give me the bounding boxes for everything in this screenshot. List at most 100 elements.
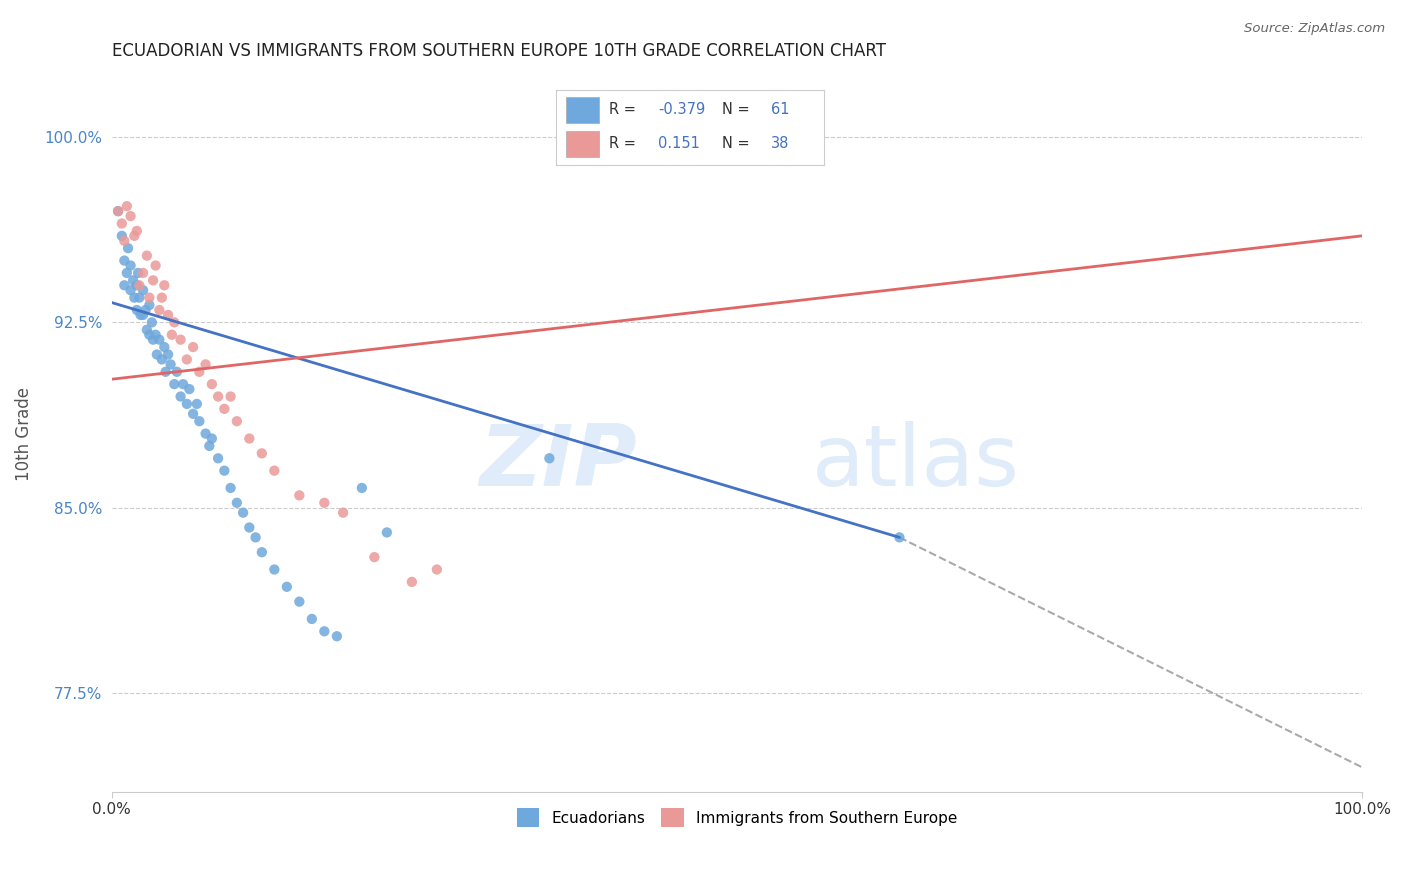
Point bbox=[401, 574, 423, 589]
Point bbox=[176, 397, 198, 411]
Point bbox=[159, 357, 181, 371]
Text: ZIP: ZIP bbox=[479, 421, 637, 504]
Point bbox=[263, 562, 285, 576]
Point bbox=[219, 481, 242, 495]
Point bbox=[181, 407, 204, 421]
Point bbox=[135, 323, 157, 337]
Point bbox=[157, 347, 180, 361]
Point bbox=[194, 426, 217, 441]
Point bbox=[375, 525, 398, 540]
Point bbox=[426, 562, 449, 576]
Point bbox=[314, 624, 336, 639]
Point bbox=[135, 303, 157, 318]
Point bbox=[150, 352, 173, 367]
Point bbox=[124, 291, 146, 305]
Point bbox=[115, 199, 138, 213]
Point bbox=[166, 365, 188, 379]
Point bbox=[153, 278, 176, 293]
Point bbox=[148, 303, 170, 318]
Text: ECUADORIAN VS IMMIGRANTS FROM SOUTHERN EUROPE 10TH GRADE CORRELATION CHART: ECUADORIAN VS IMMIGRANTS FROM SOUTHERN E… bbox=[112, 42, 886, 60]
Point bbox=[132, 266, 155, 280]
Point bbox=[169, 390, 191, 404]
Point bbox=[263, 464, 285, 478]
Point bbox=[127, 266, 149, 280]
Point bbox=[120, 209, 142, 223]
Point bbox=[232, 506, 254, 520]
Point bbox=[138, 327, 160, 342]
Text: Source: ZipAtlas.com: Source: ZipAtlas.com bbox=[1244, 22, 1385, 36]
Point bbox=[201, 432, 224, 446]
Point bbox=[112, 278, 135, 293]
Point bbox=[214, 401, 236, 416]
Y-axis label: 10th Grade: 10th Grade bbox=[15, 386, 32, 481]
Point bbox=[163, 377, 186, 392]
Point bbox=[107, 204, 129, 219]
Point bbox=[225, 496, 247, 510]
Point bbox=[160, 327, 183, 342]
Point bbox=[148, 333, 170, 347]
Point bbox=[198, 439, 221, 453]
Point bbox=[172, 377, 194, 392]
Point bbox=[288, 594, 311, 608]
Point bbox=[157, 308, 180, 322]
Point bbox=[163, 315, 186, 329]
Point bbox=[350, 481, 373, 495]
Point bbox=[332, 506, 354, 520]
Point bbox=[288, 488, 311, 502]
Point bbox=[155, 365, 177, 379]
Point bbox=[128, 291, 150, 305]
Point bbox=[188, 414, 211, 428]
Point bbox=[132, 283, 155, 297]
Point bbox=[125, 303, 148, 318]
Point bbox=[145, 327, 167, 342]
Point bbox=[112, 234, 135, 248]
Point bbox=[214, 464, 236, 478]
Point bbox=[150, 291, 173, 305]
Point bbox=[314, 496, 336, 510]
Point bbox=[207, 451, 229, 466]
Point bbox=[135, 249, 157, 263]
Point bbox=[138, 291, 160, 305]
Point bbox=[538, 451, 561, 466]
Point bbox=[201, 377, 224, 392]
Point bbox=[115, 266, 138, 280]
Point bbox=[238, 432, 260, 446]
Text: atlas: atlas bbox=[811, 421, 1019, 504]
Point bbox=[250, 545, 273, 559]
Point bbox=[129, 308, 152, 322]
Point bbox=[179, 382, 201, 396]
Point bbox=[238, 520, 260, 534]
Point bbox=[276, 580, 298, 594]
Point bbox=[107, 204, 129, 219]
Point bbox=[132, 308, 155, 322]
Point bbox=[146, 347, 169, 361]
Point bbox=[169, 333, 191, 347]
Point bbox=[181, 340, 204, 354]
Point bbox=[186, 397, 208, 411]
Point bbox=[245, 530, 267, 544]
Point bbox=[141, 315, 163, 329]
Point bbox=[301, 612, 323, 626]
Point bbox=[138, 298, 160, 312]
Point bbox=[142, 333, 165, 347]
Point bbox=[111, 228, 134, 243]
Point bbox=[326, 629, 349, 643]
Point bbox=[117, 241, 139, 255]
Point bbox=[207, 390, 229, 404]
Point bbox=[145, 259, 167, 273]
Point bbox=[120, 283, 142, 297]
Point bbox=[112, 253, 135, 268]
Point bbox=[124, 228, 146, 243]
Point bbox=[188, 365, 211, 379]
Point bbox=[111, 217, 134, 231]
Point bbox=[122, 273, 145, 287]
Point bbox=[219, 390, 242, 404]
Point bbox=[125, 278, 148, 293]
Legend: Ecuadorians, Immigrants from Southern Europe: Ecuadorians, Immigrants from Southern Eu… bbox=[509, 801, 965, 835]
Point bbox=[153, 340, 176, 354]
Point bbox=[125, 224, 148, 238]
Point bbox=[225, 414, 247, 428]
Point bbox=[194, 357, 217, 371]
Point bbox=[120, 259, 142, 273]
Point bbox=[250, 446, 273, 460]
